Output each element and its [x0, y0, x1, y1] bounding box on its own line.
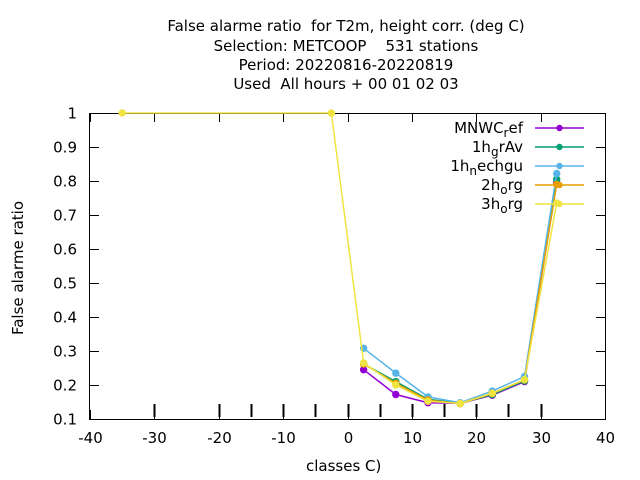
chart-title-line-4: Used All hours + 00 01 02 03	[233, 75, 459, 93]
data-point	[392, 369, 400, 377]
data-point	[456, 399, 464, 408]
y-tick-label: 0.6	[53, 241, 77, 259]
legend-label: MNWCref	[454, 119, 524, 140]
data-point	[392, 390, 400, 399]
y-tick-label: 0.5	[53, 275, 77, 293]
axis-ticks	[90, 113, 606, 420]
legend-label: 1hgrAv	[472, 138, 523, 159]
x-axis-label: classes C)	[306, 457, 382, 475]
legend-label: 2horg	[481, 176, 523, 197]
y-tick-label: 1	[67, 105, 77, 123]
series-1h_grAv	[359, 175, 561, 408]
data-point	[424, 397, 432, 405]
y-tick-label: 0.2	[53, 377, 77, 395]
data-point	[392, 381, 400, 389]
x-tick-label: 10	[403, 429, 422, 447]
legend-entry: 1hgrAv	[472, 138, 584, 159]
x-tick-label: -20	[207, 429, 232, 447]
legend-label: 3horg	[481, 195, 523, 216]
x-tick-label: -40	[78, 429, 103, 447]
x-tick-label: -30	[142, 429, 167, 447]
y-tick-label: 0.3	[53, 343, 77, 361]
legend-entry: 2horg	[481, 176, 584, 197]
legend-swatch-point	[556, 200, 563, 208]
series-2h_org	[359, 180, 561, 408]
plot-frame	[89, 113, 606, 420]
y-tick-label: 0.7	[53, 207, 77, 225]
y-tick-label: 0.8	[53, 173, 77, 191]
series-1h_nechgu	[359, 169, 561, 407]
x-tick-label: 20	[467, 429, 486, 447]
chart-title-line-3: Period: 20220816-20220819	[238, 56, 454, 74]
chart-title-line-1: False alarme ratio for T2m, height corr.…	[167, 17, 525, 35]
data-point	[327, 109, 336, 117]
legend-swatch-point	[556, 181, 563, 189]
class-bound-markers	[153, 404, 543, 417]
legend-swatch-point	[556, 124, 563, 132]
x-tick-label: 0	[344, 429, 354, 447]
y-tick-label: 0.9	[53, 139, 77, 157]
axis-tick-labels: 0.1 0.2 0.3 0.4 0.5 0.6 0.7 0.8 0.9 1 -40 -30 -20 -10…	[53, 105, 615, 448]
legend-label: 1hnechgu	[450, 157, 523, 178]
legend-entry: 3horg	[481, 195, 584, 216]
x-tick-label: -10	[271, 429, 296, 447]
legend-entry: MNWCref	[454, 119, 584, 140]
y-tick-label: 0.4	[53, 309, 77, 327]
data-point	[359, 359, 368, 367]
legend-swatch-point	[556, 143, 563, 151]
y-tick-label: 0.1	[53, 411, 77, 429]
data-point	[520, 375, 529, 384]
data-point	[553, 169, 561, 178]
y-axis-label: False alarme ratio	[9, 200, 27, 336]
legend-swatch-point	[556, 162, 563, 170]
series-MNWC_ref	[359, 179, 561, 408]
series-3h_org	[118, 109, 561, 408]
data-point	[488, 389, 496, 397]
series-line	[363, 173, 558, 404]
series-lines	[118, 109, 561, 408]
x-tick-label: 40	[596, 429, 615, 447]
legend-entry: 1hnechgu	[450, 157, 584, 178]
chart-title-line-2: Selection: METCOOP 531 stations	[213, 37, 479, 55]
x-tick-label: 30	[532, 429, 551, 447]
data-point	[118, 109, 126, 117]
